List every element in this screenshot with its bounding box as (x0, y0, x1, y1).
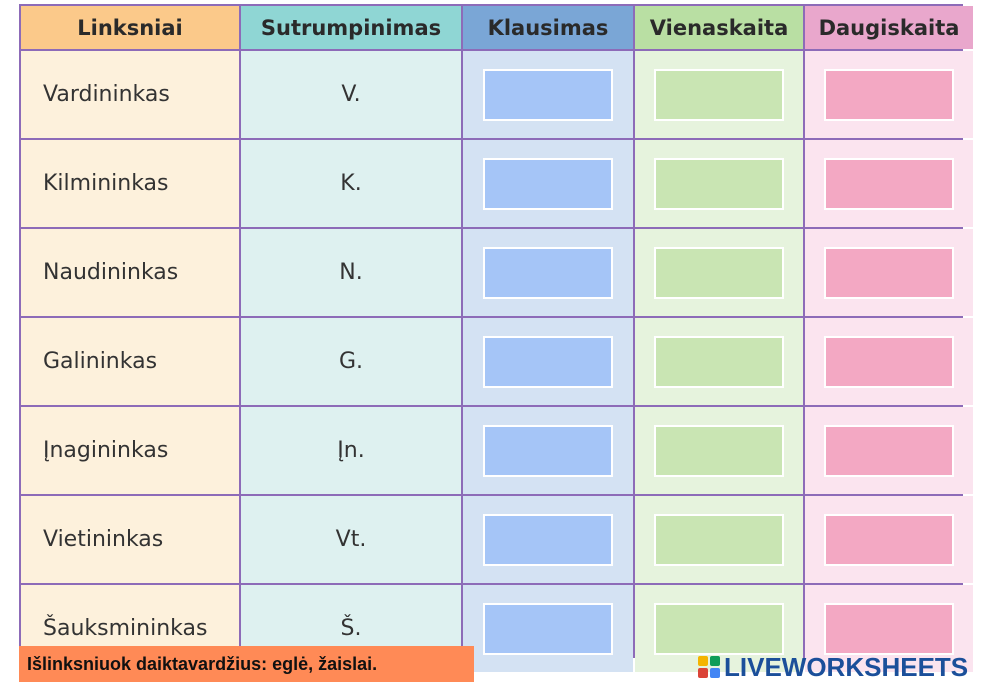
plural-cell (805, 229, 973, 316)
case-name: Vietininkas (21, 496, 239, 583)
case-abbr: N. (241, 229, 461, 316)
question-cell (463, 585, 633, 672)
header-linksniai: Linksniai (21, 6, 239, 49)
plural-input[interactable] (824, 157, 954, 210)
case-name: Vardininkas (21, 51, 239, 138)
singular-input[interactable] (654, 68, 784, 121)
singular-input[interactable] (654, 602, 784, 655)
header-vienaskaita: Vienaskaita (635, 6, 803, 49)
case-abbr: G. (241, 318, 461, 405)
question-input[interactable] (483, 68, 613, 121)
case-name: Kilmininkas (21, 140, 239, 227)
singular-cell (635, 318, 803, 405)
case-name: Įnagininkas (21, 407, 239, 494)
question-input[interactable] (483, 513, 613, 566)
question-cell (463, 496, 633, 583)
plural-input[interactable] (824, 513, 954, 566)
plural-cell (805, 318, 973, 405)
case-abbr: V. (241, 51, 461, 138)
case-abbr: Vt. (241, 496, 461, 583)
singular-cell (635, 496, 803, 583)
plural-input[interactable] (824, 602, 954, 655)
header-sutrumpinimas: Sutrumpinimas (241, 6, 461, 49)
singular-input[interactable] (654, 157, 784, 210)
plural-input[interactable] (824, 335, 954, 388)
question-input[interactable] (483, 246, 613, 299)
header-daugiskaita: Daugiskaita (805, 6, 973, 49)
case-abbr: Įn. (241, 407, 461, 494)
plural-input[interactable] (824, 246, 954, 299)
question-input[interactable] (483, 602, 613, 655)
brand-name: LIVEWORKSHEETS (724, 651, 969, 682)
case-name: Galininkas (21, 318, 239, 405)
question-cell (463, 51, 633, 138)
singular-cell (635, 229, 803, 316)
plural-cell (805, 51, 973, 138)
declension-table: Linksniai Sutrumpinimas Klausimas Vienas… (19, 4, 973, 672)
plural-cell (805, 496, 973, 583)
logo-mark-icon (698, 656, 720, 678)
singular-cell (635, 51, 803, 138)
question-cell (463, 229, 633, 316)
liveworksheets-logo: LIVEWORKSHEETS (698, 652, 968, 682)
plural-input[interactable] (824, 68, 954, 121)
case-name: Naudininkas (21, 229, 239, 316)
question-input[interactable] (483, 335, 613, 388)
singular-cell (635, 407, 803, 494)
case-abbr: K. (241, 140, 461, 227)
question-input[interactable] (483, 157, 613, 210)
question-cell (463, 140, 633, 227)
instruction-banner: Išlinksniuok daiktavardžius: eglė, žaisl… (19, 646, 474, 682)
plural-cell (805, 140, 973, 227)
singular-input[interactable] (654, 424, 784, 477)
singular-input[interactable] (654, 335, 784, 388)
header-klausimas: Klausimas (463, 6, 633, 49)
plural-cell (805, 407, 973, 494)
plural-input[interactable] (824, 424, 954, 477)
singular-cell (635, 140, 803, 227)
plural-cell (805, 585, 973, 672)
singular-input[interactable] (654, 246, 784, 299)
singular-input[interactable] (654, 513, 784, 566)
question-cell (463, 318, 633, 405)
question-cell (463, 407, 633, 494)
question-input[interactable] (483, 424, 613, 477)
